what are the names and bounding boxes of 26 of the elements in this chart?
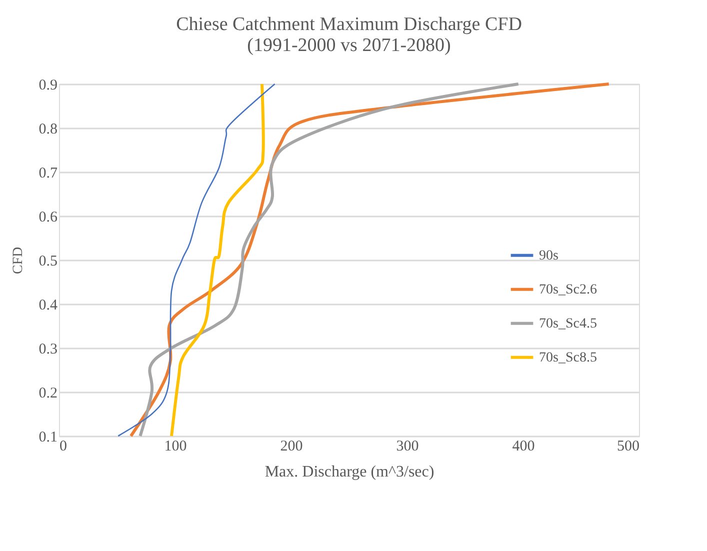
legend-label: 90s	[539, 248, 558, 264]
legend-label: 70s_Sc8.5	[539, 350, 597, 366]
y-tick-label: 0.2	[38, 386, 58, 402]
x-tick-label: 500	[617, 438, 640, 454]
x-tick-label: 200	[280, 438, 303, 454]
line-series	[138, 82, 520, 438]
y-tick-label: 0.7	[38, 166, 58, 182]
text: (1991-2000 vs 2071-2080)	[247, 35, 451, 56]
line-series	[118, 83, 276, 437]
x-tick-label: 400	[512, 438, 535, 454]
legend-label: 70s_Sc2.6	[539, 282, 597, 298]
y-tick-label: 0.5	[38, 254, 58, 270]
legend-label: 70s_Sc4.5	[539, 316, 597, 332]
line-series	[170, 82, 265, 438]
y-tick-label: 0.8	[38, 122, 58, 138]
y-axis-title: CFD	[10, 246, 26, 274]
y-tick-label: 0.6	[38, 210, 58, 226]
y-tick-label: 0.4	[38, 298, 58, 314]
y-tick-label: 0.9	[38, 78, 58, 94]
x-tick-label: 100	[164, 438, 187, 454]
x-axis-title: Max. Discharge (m^3/sec)	[264, 464, 434, 480]
x-tick-label: 300	[396, 438, 419, 454]
y-tick-label: 0.3	[38, 342, 58, 358]
x-tick-label: 0	[60, 438, 67, 454]
y-tick-label: 0.1	[38, 430, 58, 446]
text: Chiese Catchment Maximum Discharge CFD	[176, 14, 522, 35]
